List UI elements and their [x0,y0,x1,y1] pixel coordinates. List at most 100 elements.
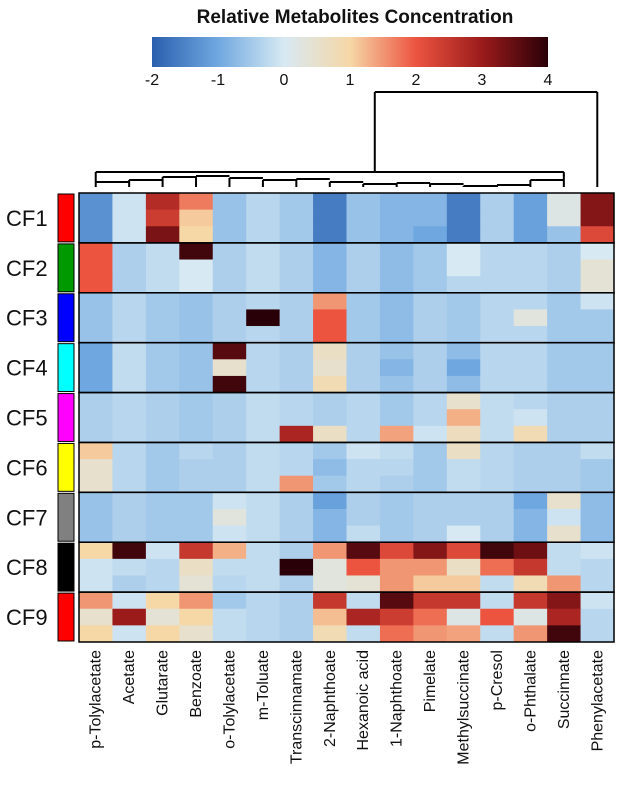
heatmap-cell [112,326,147,344]
heatmap-cell [313,309,347,327]
heatmap-cell [313,242,347,261]
heatmap-cell [145,209,180,227]
row-label: CF8 [6,555,48,580]
heatmap-cell [179,409,214,427]
heatmap-cell [246,193,281,211]
heatmap-cell [212,276,247,294]
heatmap-cell [179,492,214,510]
heatmap-cell [246,242,281,261]
heatmap-cell [212,508,247,527]
heatmap-cell [547,625,582,643]
heatmap-cell [179,209,214,227]
heatmap-cell [145,309,180,327]
heatmap-cell [246,525,281,543]
heatmap-cell [212,292,247,310]
heatmap-cell [413,259,448,277]
heatmap-cell [246,558,281,576]
heatmap-cell [112,625,147,643]
heatmap-cell [112,608,147,626]
heatmap-cell [179,326,214,344]
heatmap-cell [145,492,180,510]
heatmap-cell [346,209,381,227]
heatmap-cell [313,492,347,510]
heatmap-cell [145,542,180,560]
heatmap-cell [480,508,515,527]
heatmap-cell [212,193,247,211]
heatmap-cell [513,392,548,410]
heatmap-cell [313,375,347,394]
heatmap-cell [346,608,381,626]
heatmap-cell [279,625,314,643]
heatmap-cell [513,342,548,360]
heatmap-cell [413,625,448,643]
heatmap-cell [413,442,448,460]
heatmap-cell [413,459,448,477]
heatmap-cell [346,525,381,543]
heatmap-cell [246,442,281,460]
heatmap-cell [513,558,548,576]
row-label: CF4 [6,356,48,381]
heatmap-cell [212,525,247,543]
heatmap-cell [446,326,481,344]
heatmap-cell [313,359,347,377]
heatmap-cell [145,342,180,360]
heatmap-cell [379,508,414,527]
heatmap-cell [379,209,414,227]
heatmap-cell [246,492,281,510]
heatmap-cell [313,276,347,294]
heatmap-cell [513,475,548,493]
heatmap-cell [480,558,515,576]
heatmap-cell [580,542,615,560]
heatmap-cell [413,525,448,543]
heatmap-cell [212,492,247,510]
heatmap-cell [112,375,147,394]
heatmap-cell [246,575,281,593]
heatmap-cell [413,276,448,294]
heatmap-cell [79,608,113,626]
heatmap-cell [179,276,214,294]
heatmap-cell [346,542,381,560]
heatmap-cell [246,392,281,410]
heatmap-cell [246,359,281,377]
heatmap-cell [580,525,615,543]
heatmap-cell [480,276,515,294]
heatmap-cell [446,309,481,327]
heatmap-cell [480,193,515,211]
heatmap-cell [580,242,615,261]
heatmap-cell [379,242,414,261]
heatmap-cell [112,342,147,360]
heatmap-cell [179,242,214,261]
heatmap-cell [112,459,147,477]
heatmap-cell [279,525,314,543]
heatmap-cell [346,475,381,493]
heatmap-cell [513,309,548,327]
heatmap-cell [179,525,214,543]
heatmap-cell [79,375,113,394]
heatmap-cell [413,309,448,327]
heatmap-cell [212,592,247,610]
heatmap-cell [212,558,247,576]
column-label: Phenylacetate [589,650,606,752]
heatmap-cell [313,326,347,344]
heatmap-cell [379,608,414,626]
heatmap-cell [513,226,548,244]
heatmap-cell [279,326,314,344]
heatmap-cell [413,242,448,261]
heatmap-cell [446,342,481,360]
heatmap-cell [346,309,381,327]
heatmap-cell [112,359,147,377]
heatmap-cell [246,292,281,310]
colorbar-tick-label: 3 [478,72,487,89]
heatmap-cell [446,508,481,527]
heatmap-cell [513,193,548,211]
heatmap-cell [145,508,180,527]
heatmap-cell [112,525,147,543]
heatmap-cell [480,342,515,360]
heatmap-cell [513,508,548,527]
heatmap-cell [480,309,515,327]
heatmap-cell [279,558,314,576]
heatmap-cell [413,292,448,310]
heatmap-cell [446,492,481,510]
heatmap-cell [145,226,180,244]
heatmap-cell [446,625,481,643]
